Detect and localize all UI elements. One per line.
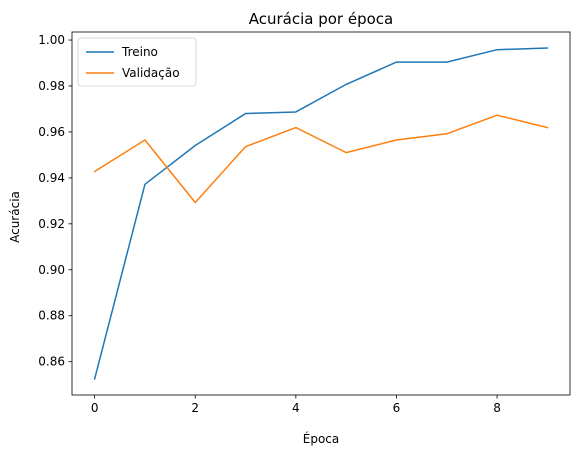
x-tick-label: 8 — [493, 401, 501, 415]
x-tick-label: 0 — [91, 401, 99, 415]
y-tick-label: 0.98 — [38, 79, 65, 93]
legend-entry: Treino — [121, 45, 158, 59]
legend-entry: Validação — [122, 66, 180, 80]
x-axis-label: Época — [303, 431, 340, 446]
plot-area: 0 2 4 6 8 0.86 0.88 0.90 0.92 0.94 0.96 0.98 1.00 — [38, 31, 571, 415]
y-tick-label: 0.94 — [38, 171, 65, 185]
y-tick-label: 0.86 — [38, 355, 65, 369]
x-tick-label: 2 — [191, 401, 199, 415]
y-tick-label: 0.88 — [38, 309, 65, 323]
y-tick-label: 1.00 — [38, 33, 65, 47]
series-line-treino — [93, 47, 549, 380]
x-tick-label: 6 — [393, 401, 401, 415]
y-tick-label: 0.90 — [38, 263, 65, 277]
axes-frame — [71, 31, 571, 396]
y-tick-label: 0.96 — [38, 125, 65, 139]
chart-title: Acurácia por época — [249, 10, 394, 28]
x-tick-label: 4 — [292, 401, 300, 415]
y-tick-label: 0.92 — [38, 217, 65, 231]
series-line-validacao — [93, 114, 549, 204]
legend-box — [77, 37, 197, 87]
y-axis-label: Acurácia — [8, 191, 22, 243]
legend: Treino Validação — [77, 37, 197, 87]
